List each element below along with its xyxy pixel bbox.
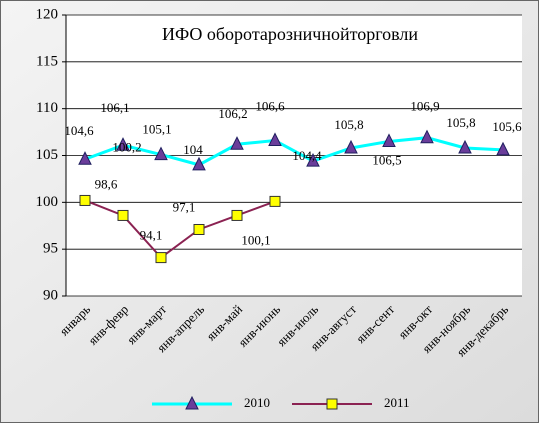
data-label: 105,6 [492,119,522,134]
data-label: 105,1 [142,122,171,137]
data-label: 104 [183,142,203,157]
y-tick-label: 95 [43,241,58,257]
data-label: 106,1 [100,100,129,115]
data-label: 97,1 [173,199,196,214]
data-label: 94,1 [140,228,163,243]
data-label: 106,9 [410,99,439,114]
legend-marker [185,395,199,410]
point [344,139,358,154]
data-label: 105,8 [446,115,475,130]
y-tick-label: 120 [36,6,59,22]
y-tick-label: 105 [36,147,59,163]
point [230,136,244,150]
chart-title: ИФО оборотарозничнойторговли [162,24,418,44]
point [78,151,92,165]
point [193,223,205,235]
data-label: 106,2 [218,106,247,121]
point [192,156,206,171]
point [117,209,129,221]
series-line [84,199,276,259]
data-label: 105,8 [334,117,363,132]
data-label: 104,6 [64,123,94,138]
data-label: 98,6 [95,176,118,191]
y-tick-label: 110 [36,100,58,116]
series-line [84,136,504,167]
point [269,195,281,207]
point [496,141,510,156]
point [155,252,167,264]
data-label: 106,6 [255,98,285,113]
point [306,153,320,167]
legend-marker [326,398,338,410]
point [458,139,472,154]
point [420,129,434,144]
data-label: 106,5 [372,152,401,167]
point [79,194,91,206]
point [268,132,282,147]
point [231,209,243,221]
y-tick-label: 115 [36,53,58,69]
point [116,137,130,151]
y-tick-label: 100 [36,194,59,210]
data-label: 104,4 [292,148,322,163]
point [154,146,168,161]
data-label: 100,1 [241,232,270,247]
legend-label: 2011 [384,395,410,410]
data-label: 100,2 [112,139,141,154]
legend-label: 2010 [244,395,270,410]
point [382,133,396,147]
y-tick-label: 90 [43,287,58,303]
